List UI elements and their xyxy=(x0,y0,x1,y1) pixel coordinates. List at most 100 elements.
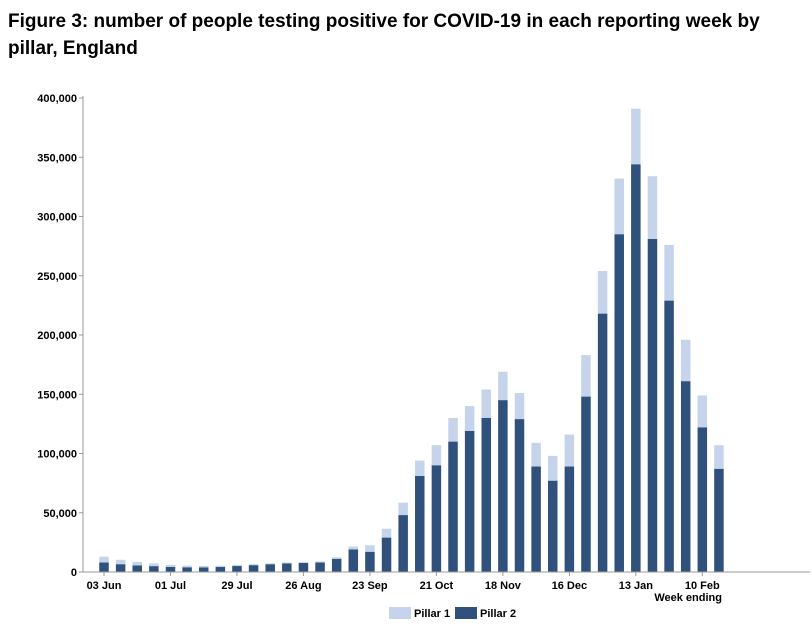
bar-pillar1 xyxy=(115,559,126,565)
x-tick-label: 01 Jul xyxy=(155,580,186,592)
bar-pillar2 xyxy=(248,565,259,572)
bar-pillar1 xyxy=(481,389,492,418)
bar-pillar1 xyxy=(581,355,591,397)
bar-pillar2 xyxy=(398,515,408,572)
bar-pillar1 xyxy=(132,561,142,566)
bar-pillar1 xyxy=(331,557,342,559)
bar-pillar1 xyxy=(182,565,192,568)
bar-pillar2 xyxy=(315,562,325,572)
bar-pillar1 xyxy=(348,546,359,550)
x-tick-label: 16 Dec xyxy=(552,580,587,592)
bar-pillar1 xyxy=(448,417,458,442)
bar-pillar2 xyxy=(564,466,575,572)
bars-layer xyxy=(99,108,724,573)
bar-pillar2 xyxy=(431,465,442,572)
y-tick-label: 400,000 xyxy=(37,93,77,105)
bar-pillar2 xyxy=(365,551,375,572)
bar-pillar1 xyxy=(647,176,658,240)
bar-pillar1 xyxy=(232,564,242,567)
bar-pillar1 xyxy=(631,108,641,165)
bar-pillar1 xyxy=(398,502,408,516)
bar-pillar2 xyxy=(631,164,641,573)
y-tick-label: 0 xyxy=(71,567,77,579)
bar-pillar2 xyxy=(348,549,359,572)
bar-pillar2 xyxy=(664,300,674,572)
bar-pillar1 xyxy=(431,445,442,466)
bar-pillar1 xyxy=(498,371,508,401)
bar-pillar1 xyxy=(547,455,558,481)
bar-pillar1 xyxy=(597,271,608,314)
x-tick-label: 03 Jun xyxy=(87,580,122,592)
y-tick-label: 200,000 xyxy=(37,330,77,342)
bar-pillar1 xyxy=(680,339,691,382)
x-tick-label: 23 Sep xyxy=(352,580,388,592)
bar-pillar2 xyxy=(614,234,624,572)
bar-pillar2 xyxy=(165,567,176,572)
x-axis-title: Week ending xyxy=(654,592,722,604)
bar-pillar1 xyxy=(415,460,425,477)
bar-pillar1 xyxy=(298,562,309,563)
y-tick-label: 250,000 xyxy=(37,271,77,283)
bar-pillar2 xyxy=(182,567,192,572)
bar-pillar2 xyxy=(282,563,292,572)
bar-pillar2 xyxy=(547,480,558,572)
bar-pillar1 xyxy=(282,562,292,564)
bar-pillar1 xyxy=(165,564,176,568)
bar-pillar1 xyxy=(464,406,475,431)
bar-pillar1 xyxy=(315,561,325,563)
bar-pillar2 xyxy=(531,466,541,572)
x-tick-label: 13 Jan xyxy=(619,580,654,592)
bar-pillar1 xyxy=(99,556,109,563)
bar-pillar1 xyxy=(215,565,226,568)
bar-pillar1 xyxy=(664,244,674,301)
bar-pillar2 xyxy=(149,566,159,572)
bar-pillar2 xyxy=(714,468,724,572)
bar-pillar1 xyxy=(248,564,259,566)
bar-pillar2 xyxy=(415,476,425,572)
y-tick-label: 300,000 xyxy=(37,212,77,224)
bar-pillar2 xyxy=(265,564,275,572)
bar-pillar2 xyxy=(647,239,658,572)
x-tick-label: 26 Aug xyxy=(285,580,321,592)
y-tick-label: 150,000 xyxy=(37,389,77,401)
legend-label-pillar1: Pillar 1 xyxy=(414,608,450,620)
bar-pillar1 xyxy=(149,563,159,567)
bar-pillar2 xyxy=(514,419,525,572)
bar-pillar1 xyxy=(265,563,275,565)
bar-pillar2 xyxy=(99,562,109,572)
bar-pillar1 xyxy=(614,178,624,235)
y-tick-label: 50,000 xyxy=(43,508,77,520)
bar-pillar2 xyxy=(198,567,209,572)
bar-pillar2 xyxy=(115,564,126,572)
bar-pillar1 xyxy=(697,395,708,428)
y-tick-label: 350,000 xyxy=(37,152,77,164)
legend-swatch-pillar1 xyxy=(389,607,411,619)
bar-pillar2 xyxy=(381,537,392,572)
bar-pillar2 xyxy=(697,427,708,572)
bar-pillar1 xyxy=(564,434,575,467)
bar-pillar2 xyxy=(597,313,608,572)
bar-pillar1 xyxy=(531,442,541,467)
x-tick-label: 29 Jul xyxy=(221,580,252,592)
bar-pillar1 xyxy=(198,565,209,568)
y-tick-label: 100,000 xyxy=(37,449,77,461)
x-tick-label: 18 Nov xyxy=(485,580,522,592)
bar-pillar1 xyxy=(514,393,525,420)
bar-pillar2 xyxy=(298,562,309,572)
bar-pillar2 xyxy=(581,396,591,572)
x-tick-label: 10 Feb xyxy=(685,580,720,592)
legend: Pillar 1 Pillar 2 xyxy=(389,607,516,620)
bar-pillar1 xyxy=(381,528,392,538)
x-tick-label: 21 Oct xyxy=(420,580,454,592)
bar-pillar2 xyxy=(132,565,142,572)
bar-pillar2 xyxy=(331,558,342,572)
bar-pillar2 xyxy=(464,430,475,572)
bar-pillar2 xyxy=(215,567,226,572)
bar-pillar2 xyxy=(232,566,242,572)
axes-layer: 0 50,000 100,000 150,000 200,000 250,000 300,0… xyxy=(37,93,810,604)
bar-pillar1 xyxy=(365,545,375,552)
bar-pillar2 xyxy=(448,441,458,572)
legend-swatch-pillar2 xyxy=(455,607,477,619)
bar-pillar2 xyxy=(498,400,508,572)
